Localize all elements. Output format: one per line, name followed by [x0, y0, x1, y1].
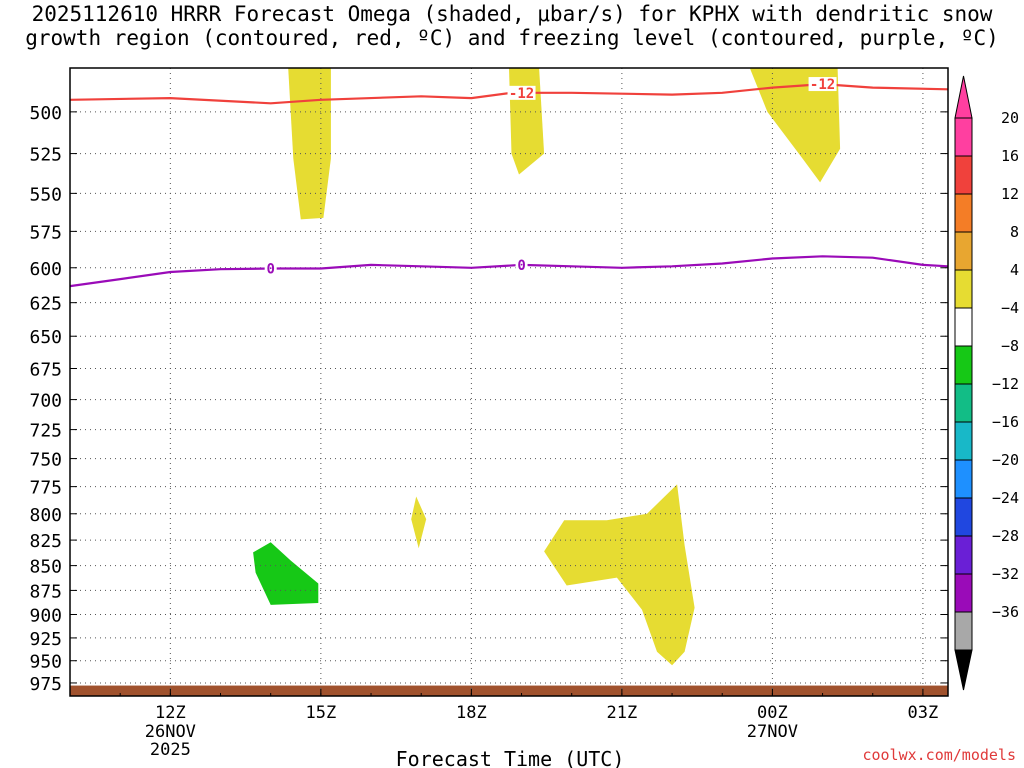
colorbar-box-0 [954, 117, 973, 157]
colorbar-box-6 [954, 345, 973, 385]
freezing-level-label: 0 [517, 258, 525, 274]
dgz-isotherm-label-bg [507, 85, 536, 100]
colorbar-box-10 [954, 497, 973, 537]
website-credit: coolwx.com/models [862, 746, 1016, 764]
colorbar-box-12 [954, 573, 973, 613]
dgz-isotherm-label-bg [808, 77, 837, 92]
colorbar-label-4: 4 [1010, 261, 1019, 279]
colorbar-label-11: −28 [992, 527, 1019, 545]
colorbar-box-11 [954, 535, 973, 575]
y-tick-label-750: 750 [29, 450, 62, 471]
y-tick-label-850: 850 [29, 557, 62, 578]
chart-title: 2025112610 HRRR Forecast Omega (shaded, … [0, 2, 1024, 50]
chart-title-line-2: growth region (contoured, red, ºC) and f… [25, 26, 999, 50]
x-tick-date-27NOV: 27NOV [747, 722, 798, 742]
colorbar-label-1: 16 [1001, 147, 1019, 165]
x-axis-label: Forecast Time (UTC) [396, 747, 625, 768]
y-tick-label-575: 575 [29, 222, 62, 243]
freezing-level-label: 0 [266, 261, 274, 277]
chart-title-line-1: 2025112610 HRRR Forecast Omega (shaded, … [31, 2, 993, 26]
y-tick-label-600: 600 [29, 259, 62, 280]
omega-region-omega-4-8-upper-a [288, 68, 331, 220]
colorbar-box-9 [954, 459, 973, 499]
y-tick-label-650: 650 [29, 327, 62, 348]
colorbar-box-1 [954, 155, 973, 195]
omega-region-omega-4-8-upper-b [509, 68, 545, 175]
colorbar-box-4 [954, 269, 973, 309]
y-tick-label-775: 775 [29, 478, 62, 499]
colorbar-label-5: −4 [1001, 299, 1019, 317]
y-tick-label-500: 500 [29, 103, 62, 124]
freezing-level-label-bg [264, 261, 277, 276]
x-tick-date-26NOV: 26NOV [145, 722, 196, 742]
dgz-isotherm-label: -12 [509, 86, 534, 102]
colorbar-label-2: 12 [1001, 185, 1019, 203]
colorbar-box-8 [954, 421, 973, 461]
y-tick-label-825: 825 [29, 531, 62, 552]
plot-frame [69, 67, 949, 697]
colorbar-top-arrow [954, 75, 973, 119]
x-tick-label-15Z: 15Z [305, 703, 336, 723]
x-tick-label-03Z: 03Z [908, 703, 939, 723]
x-tick-label-21Z: 21Z [607, 703, 638, 723]
colorbar-box-2 [954, 193, 973, 233]
colorbar-label-0: 20 [1001, 109, 1019, 127]
y-tick-label-675: 675 [29, 359, 62, 380]
axes: 500 525 550 575 600 625 650 675 700 725 750 775 800 8… [29, 67, 949, 760]
y-tick-label-950: 950 [29, 652, 62, 673]
omega-region-omega-4-8-upper-c [749, 68, 841, 183]
omega-region-omega-4-8-sliver [411, 496, 427, 549]
omega-shaded-regions [70, 68, 948, 696]
colorbar-label-7: −12 [992, 375, 1019, 393]
x-tick-label-00Z: 00Z [757, 703, 788, 723]
colorbar-label-6: −8 [1001, 337, 1019, 355]
y-tick-label-975: 975 [29, 674, 62, 695]
colorbar-label-9: −20 [992, 451, 1019, 469]
colorbar-box-3 [954, 231, 973, 271]
colorbar-box-5 [954, 307, 973, 347]
y-tick-label-725: 725 [29, 421, 62, 442]
freezing-level-line [69, 255, 949, 288]
colorbar-label-13: −36 [992, 603, 1019, 621]
dgz-isotherm-label: -12 [810, 77, 835, 93]
colorbar-label-3: 8 [1010, 223, 1019, 241]
x-tick-label-18Z: 18Z [456, 703, 487, 723]
omega-region-omega-4-to-8 [253, 542, 319, 605]
y-tick-label-525: 525 [29, 145, 62, 166]
omega-region-omega-4-8-lower [544, 484, 695, 666]
freezing-level-label-bg [515, 257, 528, 272]
colorbar-box-13 [954, 611, 973, 651]
y-tick-label-800: 800 [29, 505, 62, 526]
isotherm-contours: -12 -12 0 0 [69, 77, 949, 288]
ground-surface [70, 685, 948, 696]
colorbar-label-8: −16 [992, 413, 1019, 431]
y-tick-label-900: 900 [29, 605, 62, 626]
x-tick-year-2025: 2025 [150, 740, 191, 760]
y-tick-label-700: 700 [29, 391, 62, 412]
colorbar-bottom-arrow [954, 649, 973, 691]
colorbar-box-7 [954, 383, 973, 423]
colorbar-label-10: −24 [992, 489, 1019, 507]
y-tick-label-925: 925 [29, 629, 62, 650]
y-tick-label-875: 875 [29, 581, 62, 602]
colorbar-label-12: −32 [992, 565, 1019, 583]
colorbar: 20 16 12 8 4 −4 −8 −12 −16 −20 −24 −28 −32 −36 [954, 75, 1019, 691]
y-tick-label-550: 550 [29, 184, 62, 205]
y-tick-label-625: 625 [29, 294, 62, 315]
x-tick-label-12Z: 12Z [155, 703, 186, 723]
